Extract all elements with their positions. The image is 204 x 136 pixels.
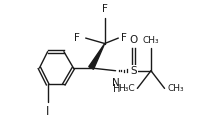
Text: H: H <box>113 84 120 94</box>
Text: CH₃: CH₃ <box>143 36 159 45</box>
Text: O: O <box>129 35 137 45</box>
Text: F: F <box>74 33 80 43</box>
Text: H₃C: H₃C <box>118 84 135 93</box>
Polygon shape <box>89 44 105 69</box>
Text: I: I <box>46 105 49 118</box>
Text: S: S <box>130 66 137 76</box>
Text: CH₃: CH₃ <box>167 84 184 93</box>
Text: F: F <box>102 4 108 14</box>
Text: N: N <box>112 78 120 88</box>
Text: F: F <box>121 33 127 43</box>
